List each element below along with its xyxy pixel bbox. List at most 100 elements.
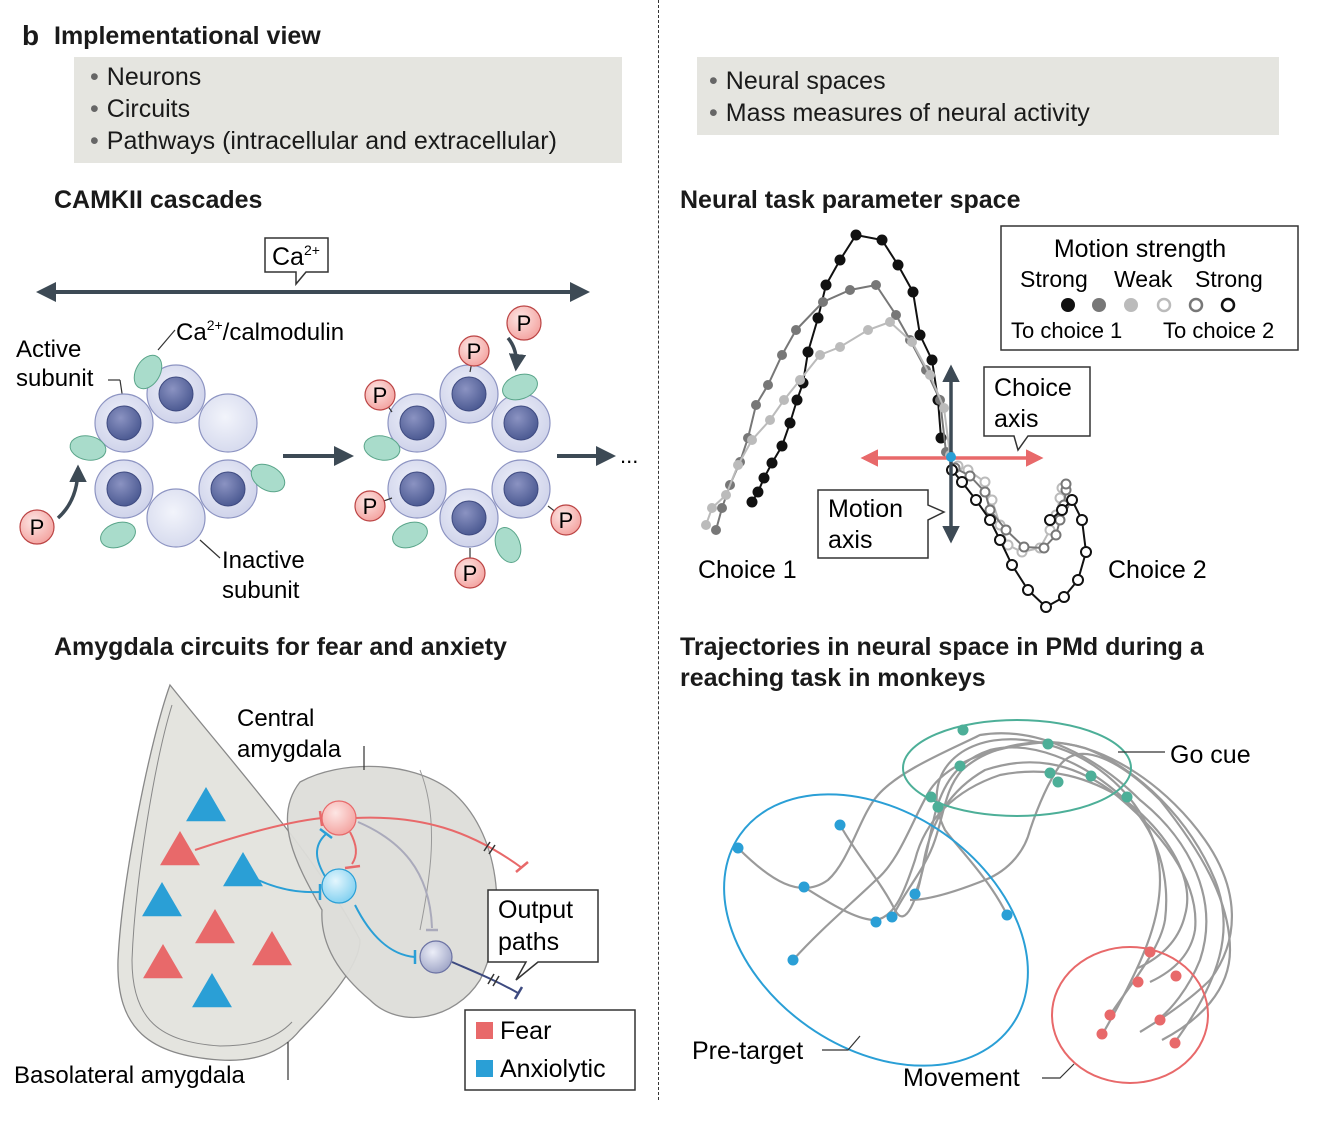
pre-target-point bbox=[870, 916, 882, 928]
subunit-core bbox=[503, 471, 539, 507]
calmodulin bbox=[494, 527, 522, 563]
trajectory-point bbox=[979, 476, 991, 488]
trajectory-point bbox=[802, 346, 814, 358]
choice1-label: Choice 1 bbox=[698, 556, 797, 584]
active-subunit-label-2: subunit bbox=[16, 365, 94, 392]
amygdala-connections bbox=[194, 810, 529, 1000]
left-summary-item: Neurons bbox=[90, 61, 622, 93]
trajectory-point bbox=[984, 514, 996, 526]
movement-point bbox=[1154, 1014, 1166, 1026]
pmd-trajectories bbox=[732, 724, 1233, 1049]
anxiolytic-neuron-central bbox=[321, 868, 357, 904]
subunit-core bbox=[451, 500, 487, 536]
trajectory-point bbox=[907, 337, 917, 347]
movement-point bbox=[1170, 970, 1182, 982]
svg-text:axis: axis bbox=[828, 526, 872, 554]
nts-legend-title: Motion strength bbox=[1054, 235, 1226, 263]
neural-trajectory bbox=[913, 746, 1168, 1016]
fear-swatch bbox=[476, 1022, 493, 1039]
trajectory-point bbox=[733, 460, 743, 470]
trajectory-point bbox=[939, 403, 949, 413]
trajectory-point bbox=[925, 370, 935, 380]
neural-trajectory bbox=[737, 732, 1208, 1019]
trajectory-point bbox=[812, 312, 824, 324]
nts-legend-choice2: To choice 2 bbox=[1163, 318, 1274, 343]
trajectory-line bbox=[751, 233, 942, 503]
nts-legend-weak: Weak bbox=[1114, 266, 1173, 292]
go-cue-point bbox=[1042, 738, 1054, 750]
trajectory-point bbox=[835, 342, 845, 352]
ca-superscript: 2+ bbox=[304, 242, 320, 258]
ellipsis: ... bbox=[620, 443, 638, 468]
movement-label: Movement bbox=[903, 1064, 1020, 1092]
trajectories-title-line1: Trajectories in neural space in PMd duri… bbox=[680, 633, 1204, 661]
trajectory-point bbox=[752, 486, 764, 498]
trajectory-point bbox=[711, 525, 721, 535]
svg-text:P: P bbox=[517, 311, 532, 336]
phosphate-label: P bbox=[363, 494, 378, 519]
legend-fear: Fear bbox=[500, 1017, 551, 1045]
go-cue-point bbox=[1044, 767, 1056, 779]
fear-neuron bbox=[252, 931, 292, 966]
inactive-subunit bbox=[146, 488, 206, 548]
svg-text:paths: paths bbox=[498, 928, 559, 956]
trajectory-point bbox=[994, 534, 1006, 546]
anxiolytic-neuron bbox=[142, 882, 182, 917]
fear-neuron bbox=[160, 831, 200, 866]
movement-point bbox=[1096, 1028, 1108, 1040]
svg-text:axis: axis bbox=[994, 405, 1038, 433]
trajectory-point bbox=[845, 285, 855, 295]
calmodulin-label: Ca2+/calmodulin bbox=[176, 317, 344, 346]
anxiolytic-swatch bbox=[476, 1060, 493, 1077]
trajectory-point bbox=[766, 457, 778, 469]
left-summary-item: Pathways (intracellular and extracellula… bbox=[90, 125, 622, 157]
pre-target-ellipse bbox=[723, 793, 1029, 1067]
ca-label: Ca bbox=[272, 243, 304, 271]
panel-letter: b bbox=[22, 20, 40, 51]
subunit-core bbox=[106, 405, 142, 441]
trajectory-point bbox=[979, 486, 991, 498]
subunit-core bbox=[399, 405, 435, 441]
phosphate bbox=[454, 557, 486, 589]
output-neuron bbox=[419, 940, 453, 974]
svg-text:Choice: Choice bbox=[994, 374, 1072, 402]
camkii-holoenzyme-inactive bbox=[69, 354, 286, 549]
trajectory-point bbox=[1054, 514, 1066, 526]
phosphate bbox=[364, 379, 396, 411]
active-subunit-label-1: Active bbox=[16, 336, 81, 363]
camkii-title: CAMKII cascades bbox=[54, 186, 263, 214]
movement-point bbox=[1169, 1037, 1181, 1049]
trajectory-point bbox=[964, 470, 976, 482]
trajectory-point bbox=[1060, 478, 1072, 490]
trajectory-point bbox=[956, 476, 968, 488]
phosphate bbox=[550, 504, 582, 536]
panel-title: Implementational view bbox=[54, 22, 321, 50]
trajectory-point bbox=[1022, 584, 1034, 596]
legend-anxiolytic: Anxiolytic bbox=[500, 1055, 606, 1083]
trajectory-point bbox=[717, 503, 727, 513]
pre-target-point bbox=[834, 819, 846, 831]
motion-axis-callout: Motion axis bbox=[817, 489, 946, 559]
nts-legend-strong1: Strong bbox=[1020, 266, 1088, 292]
neural-task-space-plot bbox=[701, 229, 1092, 613]
nts-legend: Motion strength Strong Weak Strong To ch… bbox=[1000, 225, 1299, 351]
trajectory-point bbox=[892, 259, 904, 271]
anxiolytic-neuron bbox=[186, 787, 226, 822]
right-summary-item: Neural spaces bbox=[709, 65, 1279, 97]
go-cue-point bbox=[1121, 791, 1133, 803]
trajectory-point bbox=[1076, 514, 1088, 526]
calmodulin bbox=[100, 521, 136, 549]
anxiolytic-neuron bbox=[192, 973, 232, 1008]
go-cue-point bbox=[954, 760, 966, 772]
nts-legend-choice1: To choice 1 bbox=[1011, 318, 1122, 343]
pre-target-point bbox=[909, 888, 921, 900]
fear-neuron bbox=[143, 944, 183, 979]
calmodulin bbox=[502, 373, 538, 401]
svg-text:P: P bbox=[30, 515, 45, 540]
trajectory-point bbox=[926, 354, 938, 366]
trajectory-point bbox=[1056, 504, 1068, 516]
trajectory-point bbox=[721, 490, 731, 500]
movement-point bbox=[1132, 976, 1144, 988]
phosphate bbox=[458, 335, 490, 367]
calmodulin bbox=[133, 354, 163, 390]
